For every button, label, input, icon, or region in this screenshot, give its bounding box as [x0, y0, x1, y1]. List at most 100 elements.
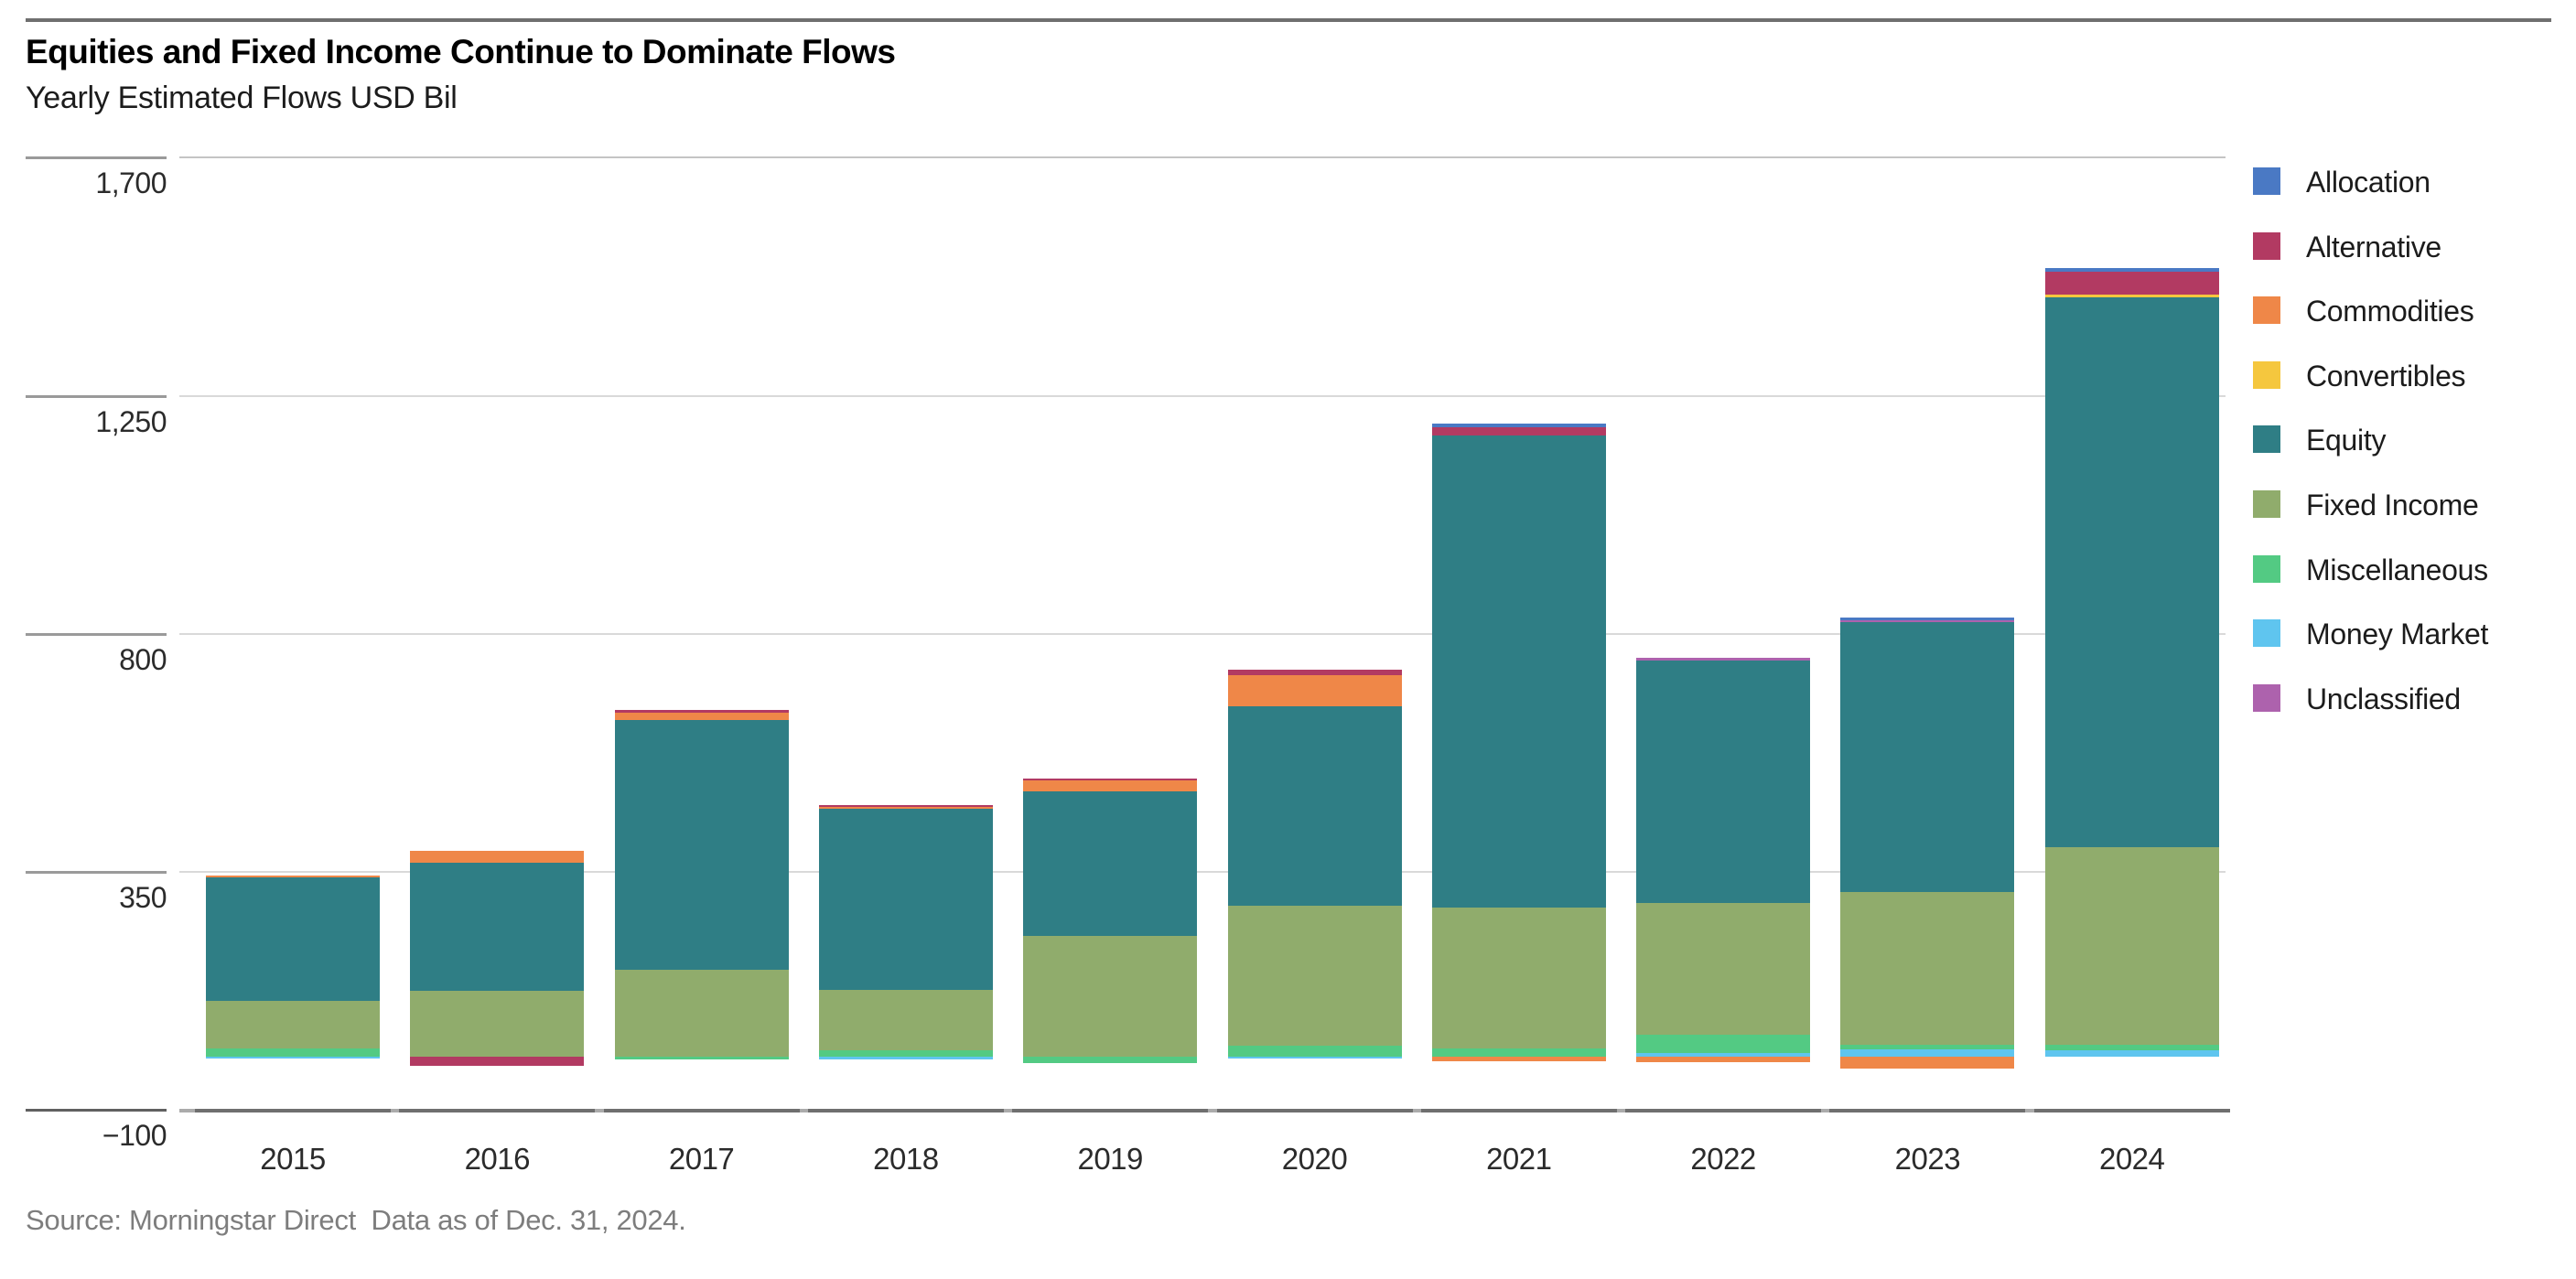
bar-segment-2018-miscellaneous — [818, 1050, 993, 1057]
x-axis-dark-segment — [1829, 1108, 2026, 1112]
bar-segment-2017-fixed-income — [614, 969, 789, 1057]
legend-swatch-icon — [2253, 296, 2280, 324]
legend-swatch-icon — [2253, 167, 2280, 195]
bar-segment-2016-alternative — [410, 1057, 585, 1066]
legend-swatch-icon — [2253, 425, 2280, 453]
legend-label: Commodities — [2306, 295, 2474, 328]
bar-segment-2018-money-market — [818, 1057, 993, 1059]
bar-segment-2024-convertibles — [2044, 294, 2219, 297]
bar-segment-2022-unclassified — [1636, 658, 1811, 661]
bar-segment-2022-money-market — [1636, 1052, 1811, 1057]
legend-label: Fixed Income — [2306, 489, 2479, 521]
x-axis-label-2015: 2015 — [260, 1142, 326, 1176]
top-divider-rule — [26, 18, 2551, 22]
y-axis-label: −100 — [102, 1118, 167, 1152]
x-axis-dark-segment — [399, 1108, 596, 1112]
gridline-1,700 — [179, 156, 2226, 159]
bar-segment-2024-alternative — [2044, 271, 2219, 295]
bar-segment-2019-commodities — [1023, 780, 1198, 791]
x-axis-label-2017: 2017 — [668, 1142, 735, 1176]
bar-segment-2019-alternative — [1023, 778, 1198, 781]
x-axis-dark-segment — [1216, 1108, 1413, 1112]
x-axis-dark-segment — [2033, 1108, 2230, 1112]
legend-swatch-icon — [2253, 555, 2280, 583]
bar-segment-2020-fixed-income — [1227, 906, 1402, 1047]
bar-segment-2023-miscellaneous — [1840, 1045, 2015, 1049]
legend-label: Equity — [2306, 424, 2387, 457]
x-axis-label-2024: 2024 — [2098, 1142, 2165, 1176]
bar-segment-2020-alternative — [1227, 670, 1402, 675]
x-axis-dark-segment — [603, 1108, 800, 1112]
x-axis-label-2020: 2020 — [1281, 1142, 1348, 1176]
bar-segment-2023-equity — [1840, 621, 2015, 893]
bar-segment-2020-money-market — [1227, 1057, 1402, 1059]
bar-segment-2015-miscellaneous — [206, 1048, 380, 1057]
bar-segment-2017-commodities — [614, 713, 789, 720]
legend-swatch-icon — [2253, 361, 2280, 389]
y-axis-label: 800 — [119, 642, 167, 676]
bar-segment-2018-fixed-income — [818, 989, 993, 1051]
bar-segment-2016-fixed-income — [410, 991, 585, 1057]
bar-segment-2019-fixed-income — [1023, 935, 1198, 1057]
gridline-1,250 — [179, 394, 2226, 397]
legend-swatch-icon — [2253, 232, 2280, 260]
bar-segment-2023-commodities — [1840, 1057, 2015, 1069]
y-axis-label: 350 — [119, 880, 167, 914]
bar-segment-2019-miscellaneous — [1023, 1057, 1198, 1063]
bar-segment-2023-fixed-income — [1840, 892, 2015, 1046]
x-axis-dark-segment — [807, 1108, 1004, 1112]
x-axis-label-2022: 2022 — [1690, 1142, 1756, 1176]
x-axis-label-2019: 2019 — [1077, 1142, 1143, 1176]
bar-segment-2022-equity — [1636, 661, 1811, 904]
x-axis-label-2021: 2021 — [1486, 1142, 1552, 1176]
y-axis-tick — [26, 870, 167, 874]
bar-segment-2017-equity — [614, 719, 789, 970]
gridline-350 — [179, 870, 2226, 873]
bar-segment-2022-commodities — [1636, 1057, 1811, 1062]
bar-segment-2015-fixed-income — [206, 1001, 380, 1049]
bar-segment-2018-commodities — [818, 806, 993, 809]
bar-segment-2021-commodities — [1431, 1057, 1606, 1061]
bar-segment-2023-money-market — [1840, 1048, 2015, 1057]
bar-segment-2022-miscellaneous — [1636, 1034, 1811, 1053]
bar-segment-2017-miscellaneous — [614, 1057, 789, 1059]
bar-segment-2020-commodities — [1227, 674, 1402, 706]
bar-segment-2023-unclassified — [1840, 619, 2015, 622]
legend-label: Unclassified — [2306, 682, 2461, 715]
bar-segment-2021-fixed-income — [1431, 908, 1606, 1048]
x-axis-dark-segment — [1625, 1108, 1822, 1112]
x-axis-dark-segment — [1420, 1108, 1617, 1112]
legend-swatch-icon — [2253, 684, 2280, 712]
y-axis-label: 1,700 — [95, 167, 167, 200]
x-axis-label-2023: 2023 — [1894, 1142, 1961, 1176]
legend-label: Miscellaneous — [2306, 554, 2488, 586]
bar-segment-2015-equity — [206, 877, 380, 1002]
bar-segment-2024-allocation — [2044, 267, 2219, 272]
bar-segment-2020-equity — [1227, 705, 1402, 907]
chart-title: Equities and Fixed Income Continue to Do… — [26, 33, 896, 70]
y-axis-tick — [26, 632, 167, 636]
legend-label: Money Market — [2306, 618, 2489, 650]
bar-segment-2018-equity — [818, 808, 993, 990]
bar-segment-2019-equity — [1023, 790, 1198, 936]
bar-segment-2024-money-market — [2044, 1050, 2219, 1057]
legend-label: Convertibles — [2306, 360, 2466, 392]
bar-segment-2015-commodities — [206, 875, 380, 878]
x-axis-dark-segment — [195, 1108, 391, 1112]
y-axis-tick — [26, 1108, 167, 1112]
bar-segment-2021-alternative — [1431, 426, 1606, 435]
x-axis-label-2016: 2016 — [464, 1142, 531, 1176]
bar-segment-2016-commodities — [410, 850, 585, 863]
bar-segment-2024-fixed-income — [2044, 846, 2219, 1046]
bar-segment-2021-miscellaneous — [1431, 1048, 1606, 1057]
bar-segment-2021-allocation — [1431, 424, 1606, 427]
bar-segment-2024-miscellaneous — [2044, 1045, 2219, 1051]
legend-label: Allocation — [2306, 166, 2430, 199]
bar-segment-2023-allocation — [1840, 617, 2015, 620]
bar-segment-2018-alternative — [818, 804, 993, 807]
bar-segment-2017-alternative — [614, 710, 789, 714]
bar-segment-2016-equity — [410, 862, 585, 992]
source-attribution: Source: Morningstar Direct Data as of De… — [26, 1204, 686, 1236]
